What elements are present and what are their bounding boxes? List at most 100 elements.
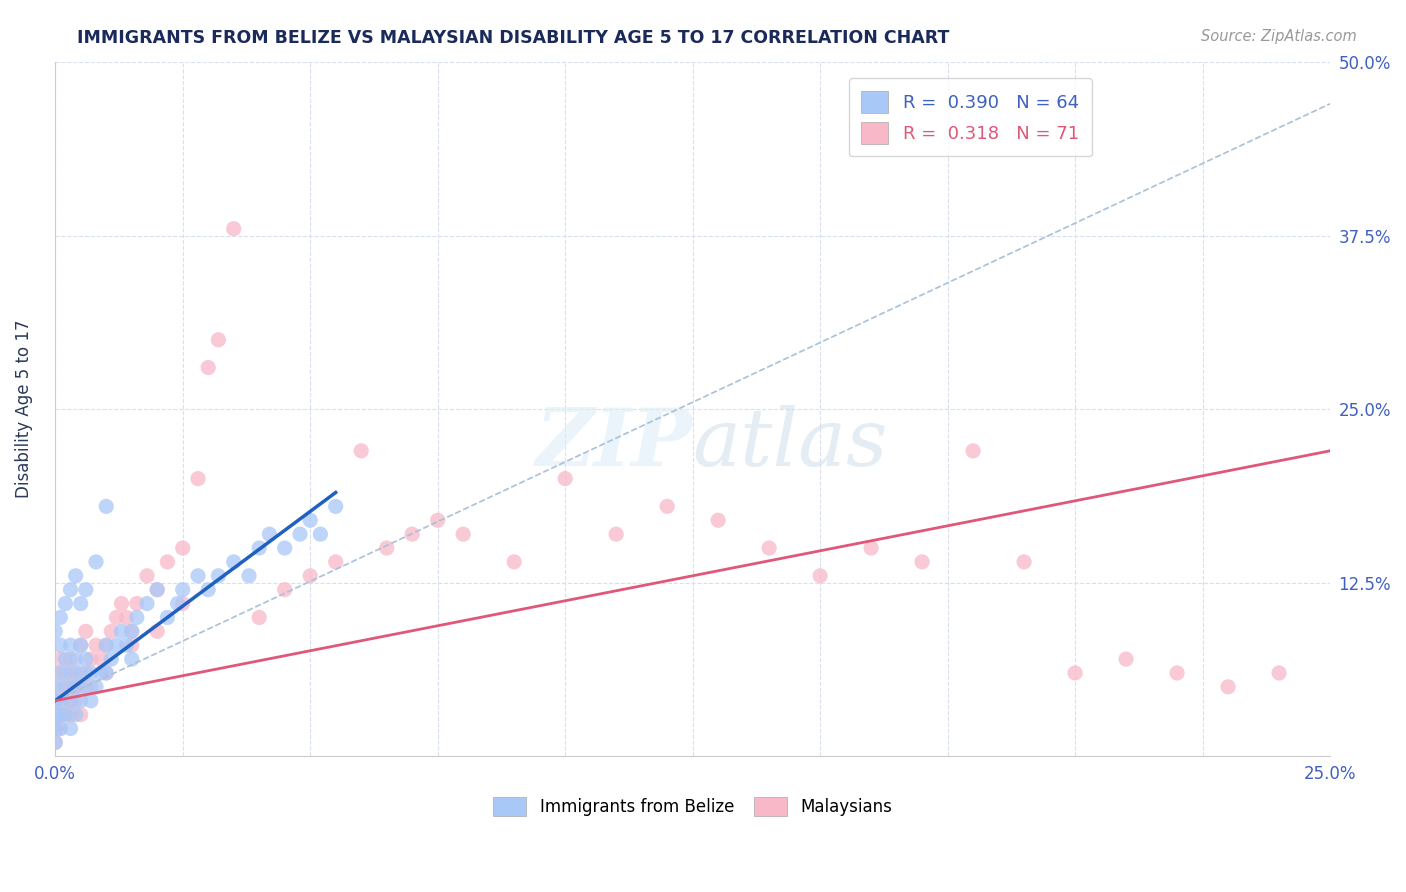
Point <box>375 541 398 555</box>
Point <box>49 722 72 736</box>
Point <box>1115 652 1137 666</box>
Point <box>100 624 122 639</box>
Point <box>105 638 128 652</box>
Point <box>65 652 87 666</box>
Point <box>44 694 66 708</box>
Point <box>49 707 72 722</box>
Point <box>100 652 122 666</box>
Point <box>59 638 82 652</box>
Point <box>59 707 82 722</box>
Point <box>59 582 82 597</box>
Point <box>187 569 209 583</box>
Point <box>55 652 77 666</box>
Point <box>503 555 526 569</box>
Point <box>49 638 72 652</box>
Point <box>172 541 194 555</box>
Point <box>325 555 347 569</box>
Point <box>80 665 103 680</box>
Point <box>808 569 831 583</box>
Point <box>59 680 82 694</box>
Point <box>65 665 87 680</box>
Point <box>146 582 169 597</box>
Point <box>172 582 194 597</box>
Point <box>273 541 295 555</box>
Point <box>707 513 730 527</box>
Point <box>55 707 77 722</box>
Y-axis label: Disability Age 5 to 17: Disability Age 5 to 17 <box>15 320 32 499</box>
Point <box>84 555 107 569</box>
Point <box>65 680 87 694</box>
Point <box>247 541 270 555</box>
Point <box>49 652 72 666</box>
Point <box>49 610 72 624</box>
Point <box>259 527 281 541</box>
Point <box>44 722 66 736</box>
Point <box>451 527 474 541</box>
Point <box>1268 665 1291 680</box>
Point <box>554 472 576 486</box>
Point <box>222 221 245 235</box>
Point <box>860 541 883 555</box>
Point <box>121 652 143 666</box>
Point <box>55 694 77 708</box>
Point <box>49 707 72 722</box>
Text: Source: ZipAtlas.com: Source: ZipAtlas.com <box>1201 29 1357 45</box>
Point <box>136 569 159 583</box>
Point <box>121 638 143 652</box>
Point <box>96 500 118 514</box>
Point <box>110 597 132 611</box>
Point <box>75 582 97 597</box>
Point <box>911 555 934 569</box>
Point <box>207 569 229 583</box>
Point <box>80 652 103 666</box>
Point <box>59 652 82 666</box>
Point <box>69 665 91 680</box>
Point <box>288 527 311 541</box>
Point <box>59 722 82 736</box>
Point <box>80 680 103 694</box>
Point <box>44 624 66 639</box>
Point <box>222 555 245 569</box>
Point <box>125 597 148 611</box>
Point <box>136 597 159 611</box>
Text: IMMIGRANTS FROM BELIZE VS MALAYSIAN DISABILITY AGE 5 TO 17 CORRELATION CHART: IMMIGRANTS FROM BELIZE VS MALAYSIAN DISA… <box>77 29 949 47</box>
Point <box>65 707 87 722</box>
Point <box>55 707 77 722</box>
Point <box>75 624 97 639</box>
Point <box>1012 555 1035 569</box>
Legend: Immigrants from Belize, Malaysians: Immigrants from Belize, Malaysians <box>485 789 901 824</box>
Point <box>59 694 82 708</box>
Point <box>80 694 103 708</box>
Point <box>197 582 219 597</box>
Point <box>125 610 148 624</box>
Point <box>1064 665 1087 680</box>
Point <box>55 665 77 680</box>
Point <box>65 680 87 694</box>
Point <box>96 638 118 652</box>
Point <box>75 665 97 680</box>
Point <box>44 735 66 749</box>
Text: atlas: atlas <box>693 405 889 483</box>
Point <box>84 638 107 652</box>
Point <box>325 500 347 514</box>
Point <box>96 665 118 680</box>
Point <box>69 638 91 652</box>
Point <box>115 638 138 652</box>
Point <box>44 707 66 722</box>
Point <box>75 680 97 694</box>
Point <box>115 610 138 624</box>
Point <box>44 722 66 736</box>
Point <box>44 665 66 680</box>
Point <box>69 597 91 611</box>
Point <box>75 652 97 666</box>
Point <box>187 472 209 486</box>
Point <box>273 582 295 597</box>
Point <box>401 527 423 541</box>
Text: ZIP: ZIP <box>536 405 693 483</box>
Point <box>299 569 322 583</box>
Point <box>49 722 72 736</box>
Point <box>105 610 128 624</box>
Point <box>69 707 91 722</box>
Point <box>299 513 322 527</box>
Point <box>59 694 82 708</box>
